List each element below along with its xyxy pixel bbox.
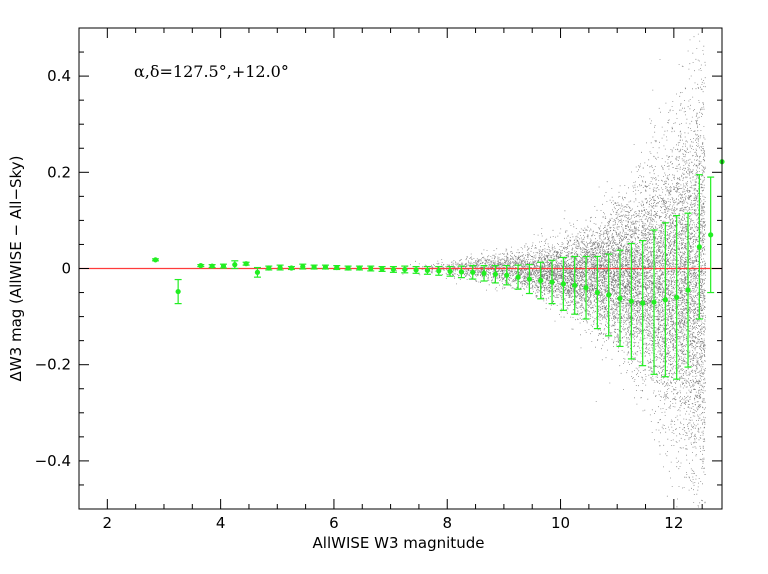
y-axis-label: ΔW3 mag (AllWISE − All−Sky) [7,156,25,382]
x-tick-label: 2 [103,514,113,532]
data-point [300,263,306,270]
data-point [594,289,600,296]
data-point [152,257,159,263]
x-tick-label: 8 [442,514,452,532]
y-tick-label: 0.2 [47,163,71,181]
x-axis-label: AllWISE W3 magnitude [313,534,485,552]
data-point [198,263,204,269]
data-point [640,300,646,306]
x-tick-label: 6 [329,514,339,532]
data-point [674,294,680,300]
coordinates-annotation: α,δ=127.5°,+12.0° [134,62,289,81]
data-point [583,285,589,291]
data-point [288,265,295,271]
data-point [277,264,283,271]
binned-points [151,159,725,380]
data-point [538,277,544,284]
data-point [311,264,317,270]
data-point [379,266,385,272]
data-point [334,264,340,271]
data-point [266,265,272,271]
data-point [549,279,555,285]
data-point [209,263,215,269]
data-point [628,298,634,304]
data-point [424,267,431,274]
data-point [413,267,419,273]
data-point [696,244,702,250]
data-point [447,268,453,274]
data-point [526,276,532,282]
data-point [402,266,408,273]
x-tick-label: 10 [551,514,570,532]
data-point [345,265,351,271]
y-tick-label: 0.4 [47,67,71,85]
data-point [232,262,238,268]
data-point [662,297,668,303]
data-point [492,271,498,277]
plot-frame [78,27,723,510]
data-point [220,263,227,269]
data-point [685,287,691,293]
y-tick-label: −0.4 [35,452,71,470]
y-tick-label: 0 [61,260,71,278]
axis-ticks: 2 4 6 8 10 12 −0.4 −0.2 0 0.2 0.4 [35,27,722,532]
data-point [504,272,510,278]
data-point [515,274,521,280]
data-point [560,281,566,287]
data-point [368,265,374,272]
data-point [243,261,249,267]
data-point [390,266,397,273]
data-point [651,299,657,305]
scatter-cloud [396,33,706,508]
data-point [470,269,476,275]
y-tick-label: −0.2 [35,356,71,374]
data-point [254,269,261,275]
data-point [322,264,329,270]
data-point [481,270,487,276]
data-point [606,292,612,298]
data-point [436,268,442,274]
data-point [572,282,578,288]
data-point [617,295,623,301]
data-point [458,269,465,275]
x-tick-label: 12 [664,514,683,532]
x-tick-label: 4 [216,514,226,532]
data-point [356,265,363,271]
scatter-points [396,33,706,508]
data-point [708,232,714,238]
data-point [175,288,181,295]
